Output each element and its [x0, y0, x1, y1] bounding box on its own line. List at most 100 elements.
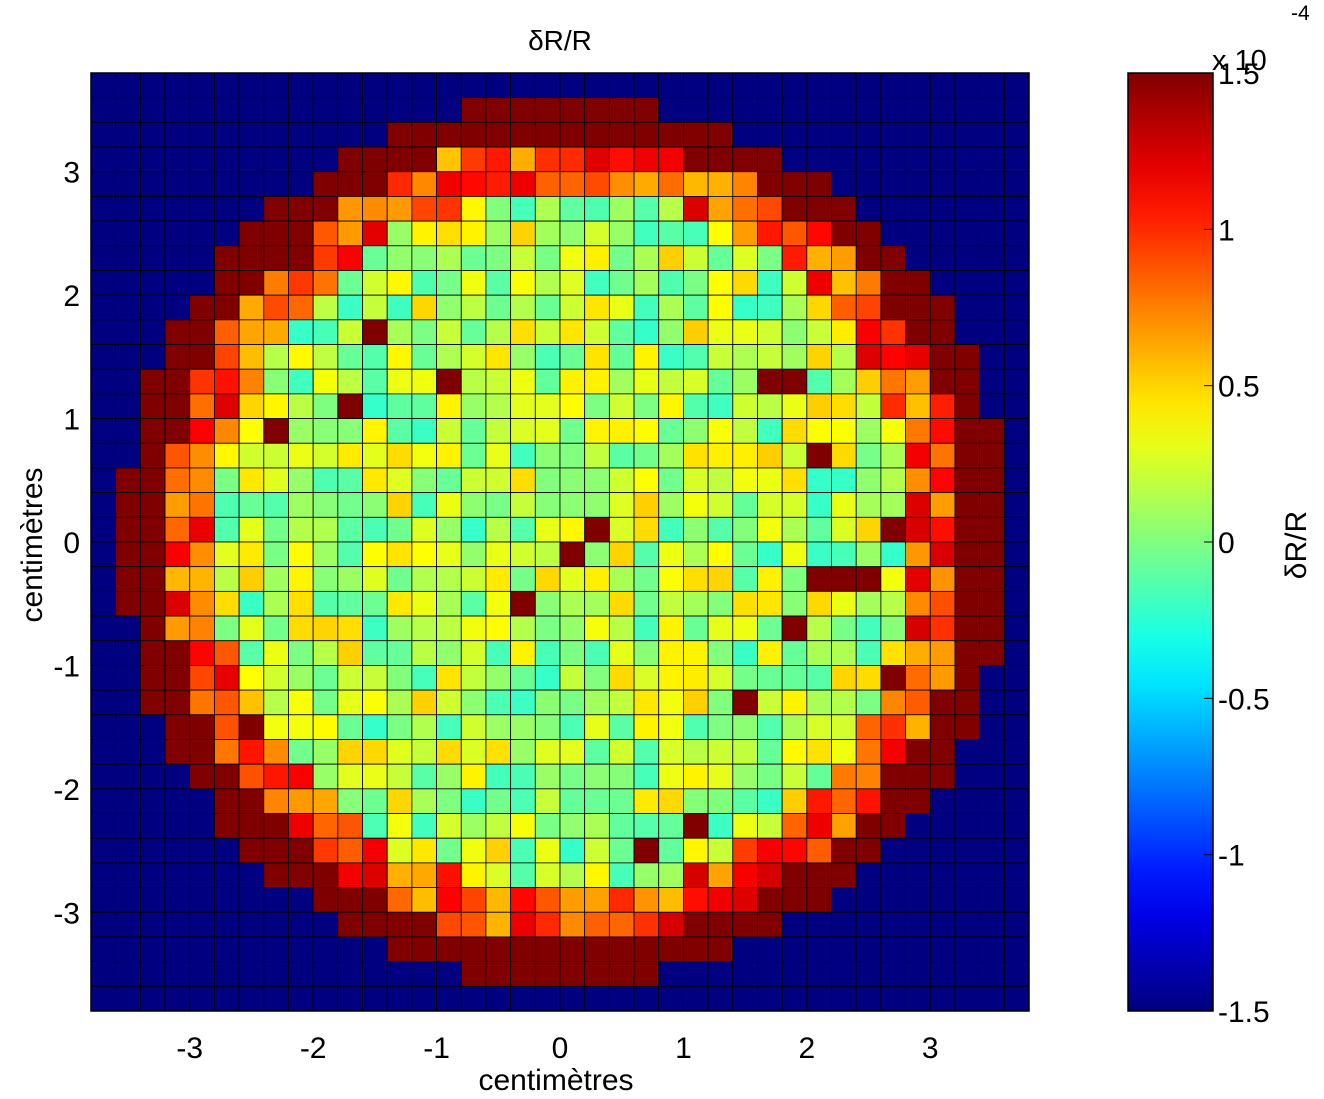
heatmap-cell: [855, 516, 882, 543]
heatmap-cell: [238, 418, 265, 444]
heatmap-cell: [238, 541, 265, 568]
heatmap-cell: [263, 121, 289, 148]
heatmap-cell: [707, 418, 734, 444]
heatmap-cell: [312, 270, 339, 296]
heatmap-cell: [510, 837, 536, 864]
heatmap-cell: [238, 665, 265, 691]
heatmap-cell: [584, 97, 610, 123]
heatmap-cell: [855, 196, 882, 222]
heatmap-cell: [337, 862, 363, 888]
heatmap-cell: [757, 492, 783, 518]
heatmap-cell: [732, 615, 758, 642]
heatmap-cell: [115, 294, 141, 321]
heatmap-cell: [979, 788, 1005, 814]
heatmap-cell: [633, 837, 660, 864]
heatmap-cell: [683, 936, 709, 963]
heatmap-cell: [929, 665, 956, 691]
heatmap-cell: [683, 911, 709, 938]
heatmap-cell: [806, 837, 832, 864]
heatmap-cell: [905, 615, 931, 642]
heatmap-cell: [658, 615, 684, 642]
heatmap-cell: [855, 220, 882, 247]
heatmap-cell: [386, 936, 413, 963]
heatmap-cell: [238, 196, 265, 222]
heatmap-cell: [189, 97, 215, 123]
heatmap-cell: [386, 467, 413, 494]
heatmap-cell: [658, 788, 684, 814]
heatmap-cell: [436, 887, 462, 913]
heatmap-cell: [115, 911, 141, 938]
heatmap-cell: [979, 837, 1005, 864]
heatmap-cell: [880, 911, 906, 938]
heatmap-cell: [164, 72, 191, 99]
heatmap-cell: [90, 566, 117, 592]
heatmap-cell: [164, 196, 191, 222]
heatmap-cell: [139, 566, 166, 592]
heatmap-cell: [880, 393, 906, 419]
heatmap-cell: [732, 344, 758, 370]
heatmap-cell: [806, 196, 832, 222]
heatmap-cell: [806, 516, 832, 543]
heatmap-cell: [757, 121, 783, 148]
heatmap-cell: [954, 837, 981, 864]
heatmap-cell: [855, 467, 882, 494]
heatmap-cell: [238, 936, 265, 963]
heatmap-cell: [929, 418, 956, 444]
heatmap-cell: [732, 492, 758, 518]
heatmap-cell: [954, 813, 981, 839]
heatmap-cell: [362, 862, 388, 888]
heatmap-cell: [929, 590, 956, 617]
heatmap-cell: [905, 788, 931, 814]
heatmap-cell: [460, 887, 487, 913]
heatmap-cell: [979, 689, 1005, 716]
colorbar-tick-label: -0.5: [1218, 683, 1270, 716]
heatmap-cell: [831, 220, 857, 247]
heatmap-cell: [905, 714, 931, 740]
heatmap-cell: [979, 492, 1005, 518]
heatmap-cell: [510, 171, 536, 197]
heatmap-cell: [1003, 961, 1030, 987]
heatmap-cell: [115, 961, 141, 987]
heatmap-cell: [929, 467, 956, 494]
heatmap-cell: [584, 220, 610, 247]
heatmap-cell: [806, 887, 832, 913]
heatmap-cell: [238, 590, 265, 617]
heatmap-cell: [608, 665, 635, 691]
heatmap-cell: [880, 270, 906, 296]
heatmap-cell: [732, 319, 758, 345]
heatmap-cell: [954, 714, 981, 740]
heatmap-cell: [831, 788, 857, 814]
heatmap-cell: [189, 813, 215, 839]
heatmap-cell: [608, 788, 635, 814]
heatmap-cell: [757, 294, 783, 321]
heatmap-cell: [534, 171, 561, 197]
heatmap-cell: [633, 813, 660, 839]
heatmap-cell: [263, 146, 289, 173]
heatmap-cell: [954, 146, 981, 173]
heatmap-cell: [534, 961, 561, 987]
heatmap-cell: [658, 146, 684, 173]
heatmap-cell: [386, 788, 413, 814]
heatmap-cell: [436, 541, 462, 568]
heatmap-cell: [510, 911, 536, 938]
heatmap-cell: [164, 220, 191, 247]
heatmap-cell: [312, 936, 339, 963]
colorbar-ticks: 1.5 1 0.5 0 -0.5 -1 -1.5: [1204, 58, 1270, 1029]
heatmap-cell: [139, 887, 166, 913]
heatmap-cell: [139, 936, 166, 963]
heatmap-cell: [658, 442, 684, 469]
heatmap-cell: [633, 516, 660, 543]
heatmap-cell: [534, 837, 561, 864]
heatmap-cell: [683, 516, 709, 543]
heatmap-cell: [510, 541, 536, 568]
heatmap-cell: [732, 887, 758, 913]
heatmap-cell: [559, 442, 586, 469]
y-tick-label: -1: [53, 650, 80, 683]
heatmap-cell: [288, 837, 314, 864]
heatmap-cell: [362, 985, 388, 1012]
heatmap-cell: [732, 245, 758, 271]
heatmap-cell: [288, 640, 314, 666]
heatmap-cell: [608, 467, 635, 494]
heatmap-cell: [633, 146, 660, 173]
heatmap-cell: [781, 196, 808, 222]
